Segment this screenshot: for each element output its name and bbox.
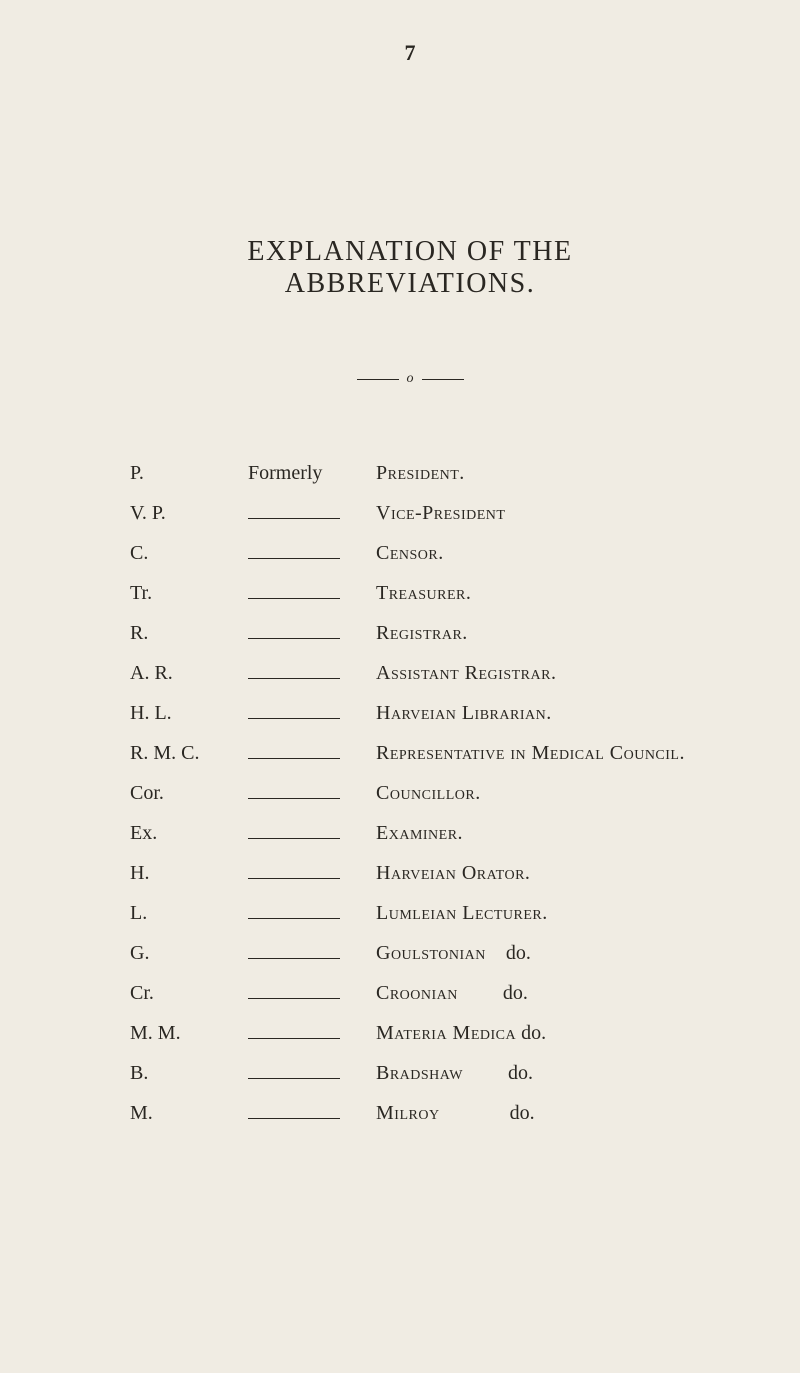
connector-dash [248, 707, 340, 719]
abbreviation-definition: Harveian Librarian. [376, 698, 690, 729]
abbreviation-definition: Croonian do. [376, 978, 690, 1009]
connector-dash [248, 587, 340, 599]
connector-dash [248, 987, 340, 999]
abbreviation-row: Cr. Croonian do. [130, 978, 690, 1009]
abbreviation-definition: Harveian Orator. [376, 858, 690, 889]
connector [248, 507, 376, 519]
connector-dash [248, 907, 340, 919]
connector: Formerly [248, 458, 376, 489]
connector [248, 587, 376, 599]
divider-dash-right [422, 379, 464, 380]
abbreviation-row: M. M. Materia Medica do. [130, 1018, 690, 1049]
abbreviation-row: M. Milroy do. [130, 1098, 690, 1129]
abbreviation-row: R. Registrar. [130, 618, 690, 649]
abbreviation-row: P.Formerly President. [130, 458, 690, 489]
connector-dash [248, 1107, 340, 1119]
abbreviation-definition: Registrar. [376, 618, 690, 649]
abbreviation-code: Cor. [130, 778, 248, 809]
connector [248, 947, 376, 959]
connector-dash [248, 667, 340, 679]
abbreviation-code: B. [130, 1058, 248, 1089]
connector-dash [248, 1027, 340, 1039]
connector-dash [248, 747, 340, 759]
abbreviation-row: H. Harveian Orator. [130, 858, 690, 889]
abbreviation-definition: President. [376, 458, 690, 489]
abbreviation-row: V. P. Vice-President [130, 498, 690, 529]
connector-dash [248, 627, 340, 639]
connector [248, 787, 376, 799]
abbreviation-code: H. [130, 858, 248, 889]
abbreviation-row: B. Bradshaw do. [130, 1058, 690, 1089]
connector-dash [248, 1067, 340, 1079]
connector [248, 867, 376, 879]
abbreviation-row: G. Goulstonian do. [130, 938, 690, 969]
abbreviation-code: Cr. [130, 978, 248, 1009]
abbreviation-code: Tr. [130, 578, 248, 609]
abbreviation-code: P. [130, 458, 248, 489]
connector [248, 747, 376, 759]
abbreviation-code: L. [130, 898, 248, 929]
abbreviation-definition: Representative in Medical Council. [376, 738, 690, 769]
abbreviation-code: G. [130, 938, 248, 969]
abbreviation-row: C. Censor. [130, 538, 690, 569]
abbreviation-row: Ex. Examiner. [130, 818, 690, 849]
connector-dash [248, 547, 340, 559]
connector [248, 547, 376, 559]
connector [248, 827, 376, 839]
connector-dash [248, 507, 340, 519]
section-divider: o [130, 372, 690, 386]
abbreviation-code: C. [130, 538, 248, 569]
connector-dash [248, 787, 340, 799]
abbreviation-row: L. Lumleian Lecturer. [130, 898, 690, 929]
abbreviation-definition: Bradshaw do. [376, 1058, 690, 1089]
abbreviation-definition: Treasurer. [376, 578, 690, 609]
abbreviation-code: V. P. [130, 498, 248, 529]
abbreviation-code: R. [130, 618, 248, 649]
divider-dash-left [357, 379, 399, 380]
abbreviation-definition: Lumleian Lecturer. [376, 898, 690, 929]
abbreviation-definition: Assistant Registrar. [376, 658, 690, 689]
connector [248, 1107, 376, 1119]
abbreviation-definition: Examiner. [376, 818, 690, 849]
abbreviation-row: Tr. Treasurer. [130, 578, 690, 609]
abbreviation-definition: Censor. [376, 538, 690, 569]
abbreviation-definition: Milroy do. [376, 1098, 690, 1129]
connector [248, 1027, 376, 1039]
abbreviation-row: H. L. Harveian Librarian. [130, 698, 690, 729]
connector-dash [248, 827, 340, 839]
abbreviation-row: Cor. Councillor. [130, 778, 690, 809]
abbreviation-code: R. M. C. [130, 738, 248, 769]
abbreviation-code: M. M. [130, 1018, 248, 1049]
connector [248, 707, 376, 719]
page-title: EXPLANATION OF THE ABBREVIATIONS. [130, 236, 690, 300]
abbreviation-row: R. M. C. Representative in Medical Counci… [130, 738, 690, 769]
abbreviation-code: H. L. [130, 698, 248, 729]
connector-word: Formerly [248, 458, 322, 489]
connector [248, 627, 376, 639]
page: 7 EXPLANATION OF THE ABBREVIATIONS. o P.… [0, 0, 800, 1373]
abbreviation-definition: Goulstonian do. [376, 938, 690, 969]
abbreviation-code: A. R. [130, 658, 248, 689]
abbreviation-list: P.Formerly President. V. P. Vice-President C… [130, 458, 690, 1129]
connector [248, 987, 376, 999]
connector [248, 907, 376, 919]
abbreviation-code: Ex. [130, 818, 248, 849]
connector [248, 1067, 376, 1079]
abbreviation-definition: Councillor. [376, 778, 690, 809]
abbreviation-row: A. R. Assistant Registrar. [130, 658, 690, 689]
connector [248, 667, 376, 679]
abbreviation-definition: Materia Medica do. [376, 1018, 690, 1049]
abbreviation-code: M. [130, 1098, 248, 1129]
page-number: 7 [130, 40, 690, 66]
abbreviation-definition: Vice-President [376, 498, 690, 529]
connector-dash [248, 867, 340, 879]
divider-glyph: o [407, 372, 414, 386]
connector-dash [248, 947, 340, 959]
